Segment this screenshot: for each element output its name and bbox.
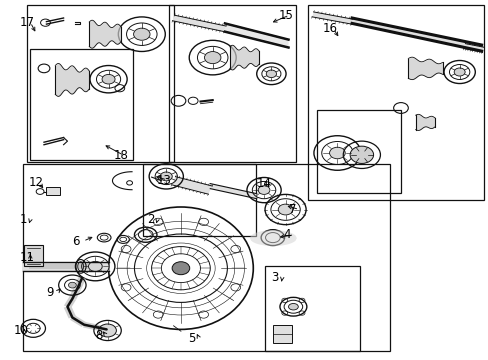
- Polygon shape: [23, 262, 108, 271]
- Circle shape: [133, 28, 150, 40]
- Bar: [142, 164, 256, 236]
- Text: 4: 4: [283, 228, 290, 241]
- Text: 11: 11: [20, 251, 35, 264]
- Text: 3: 3: [271, 271, 278, 284]
- Polygon shape: [172, 15, 225, 32]
- Circle shape: [258, 186, 269, 194]
- Polygon shape: [224, 23, 288, 48]
- Polygon shape: [463, 44, 483, 52]
- Circle shape: [68, 282, 76, 288]
- Bar: [23, 164, 389, 351]
- Circle shape: [329, 147, 345, 159]
- Circle shape: [453, 68, 464, 76]
- Text: 16: 16: [322, 22, 337, 35]
- Text: 9: 9: [46, 286, 54, 299]
- Polygon shape: [210, 184, 256, 199]
- Bar: [168, 5, 295, 162]
- Text: 8: 8: [95, 329, 102, 342]
- Text: 18: 18: [113, 149, 128, 162]
- Bar: [264, 266, 360, 351]
- Polygon shape: [351, 18, 481, 51]
- Text: 6: 6: [72, 235, 80, 248]
- Polygon shape: [83, 322, 107, 332]
- Text: 12: 12: [28, 176, 43, 189]
- Circle shape: [172, 262, 189, 275]
- Circle shape: [88, 261, 102, 271]
- Text: 5: 5: [188, 332, 195, 345]
- Bar: [27, 5, 173, 162]
- Text: 7: 7: [288, 203, 295, 216]
- Text: 17: 17: [20, 16, 35, 29]
- Bar: [316, 110, 400, 193]
- Circle shape: [204, 51, 221, 64]
- Circle shape: [102, 75, 115, 84]
- Polygon shape: [73, 277, 86, 290]
- Bar: [272, 325, 292, 343]
- Text: 13: 13: [156, 174, 171, 186]
- Circle shape: [278, 204, 292, 215]
- Polygon shape: [171, 177, 212, 194]
- Text: 1: 1: [20, 213, 27, 226]
- Polygon shape: [311, 12, 352, 24]
- Bar: [307, 5, 483, 200]
- Circle shape: [99, 324, 116, 337]
- Text: 14: 14: [256, 177, 271, 190]
- Text: 2: 2: [146, 213, 154, 226]
- Polygon shape: [70, 315, 86, 327]
- Circle shape: [265, 70, 276, 77]
- Circle shape: [160, 172, 172, 181]
- Bar: [46, 187, 60, 195]
- Bar: [24, 245, 43, 266]
- Polygon shape: [68, 288, 81, 300]
- Bar: [30, 49, 133, 160]
- Text: 15: 15: [278, 9, 293, 22]
- Circle shape: [349, 146, 373, 163]
- Ellipse shape: [288, 303, 298, 310]
- Text: 10: 10: [14, 324, 28, 337]
- Polygon shape: [64, 298, 76, 308]
- Polygon shape: [63, 306, 76, 319]
- Polygon shape: [29, 264, 102, 269]
